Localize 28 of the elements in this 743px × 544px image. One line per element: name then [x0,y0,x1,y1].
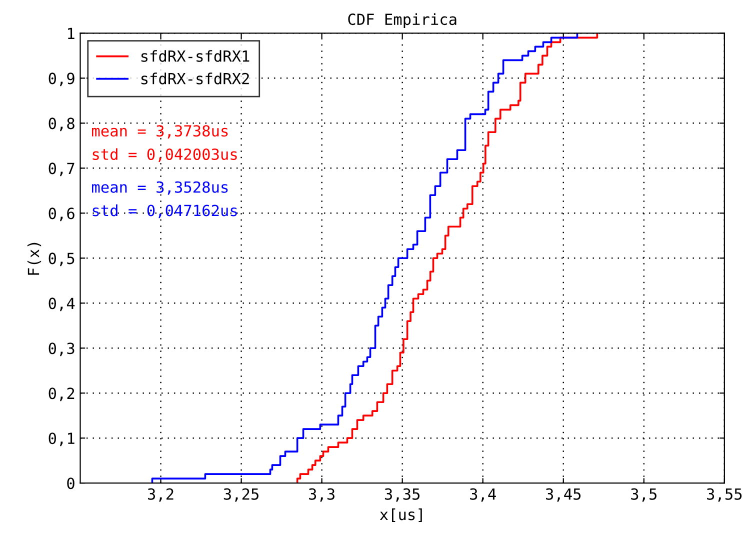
x-tick-label: 3,5 [631,488,656,502]
x-axis-title: x[us] [380,508,422,522]
x-tick-label: 3,4 [470,488,496,502]
annotation: std = 0,047162us [92,204,237,218]
x-tick-label: 3,25 [224,488,258,502]
y-tick-label: 0,1 [48,432,74,446]
y-tick-label: 0,5 [48,252,74,266]
annotation: std = 0,042003us [92,148,237,162]
annotation: mean = 3,3528us [92,181,228,195]
legend-label: sfdRX-sfdRX1 [141,50,250,62]
legend-label: sfdRX-sfdRX2 [141,72,249,84]
x-tick-label: 3,3 [309,488,334,502]
y-tick-label: 0,3 [48,342,74,356]
y-axis-title: F(x) [27,242,42,275]
x-tick-label: 3,45 [546,488,581,502]
y-tick-label: 0 [67,478,74,490]
x-tick-label: 3,2 [148,488,174,502]
y-tick-label: 0,7 [48,162,74,176]
y-tick-label: 0,9 [48,72,74,86]
x-tick-label: 3,55 [707,488,742,502]
y-tick-label: 0,2 [48,388,74,402]
x-tick-label: 3,35 [384,488,420,502]
chart-title: CDF Empirica [348,13,456,28]
y-tick-label: 0,8 [48,118,74,132]
y-tick-label: 0,6 [48,208,74,222]
y-tick-label: 0,4 [48,298,75,312]
y-tick-label: 1 [68,28,74,40]
annotation: mean = 3,3738us [92,125,228,139]
